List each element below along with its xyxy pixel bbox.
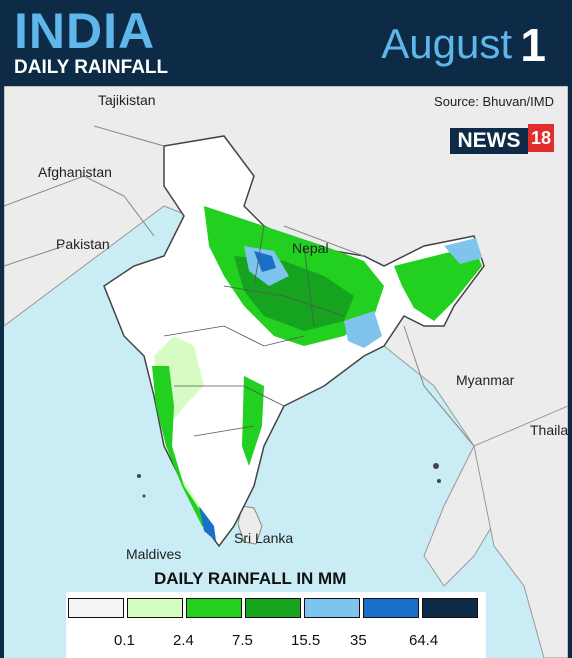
rainfall-northeast-blue [444,238,482,264]
logo-number: 18 [528,124,554,152]
label-maldives: Maldives [126,546,182,562]
label-tajikistan: Tajikistan [98,92,156,108]
legend-tick-5: 35 [350,632,367,649]
legend-swatch-3 [186,598,242,618]
label-pakistan: Pakistan [56,236,110,252]
legend-swatch-2 [127,598,183,618]
country-borders [4,125,475,447]
label-srilanka: Sri Lanka [234,530,294,546]
legend-swatch-1 [68,598,124,618]
legend-tick-3: 7.5 [232,632,253,649]
andaman-islands-2 [437,479,441,483]
rainfall-south-tip [199,506,216,541]
legend-title: DAILY RAINFALL IN MM [154,569,347,588]
legend-tick-1: 0.1 [114,632,135,649]
lakshadweep-islands-2 [142,494,146,498]
map-panel: Source: Bhuvan/IMD NEWS 18 Tajikistan Af… [4,86,568,658]
label-myanmar: Myanmar [456,372,515,388]
rainfall-south-green [242,376,264,466]
andaman-islands [433,463,439,469]
source-text: Source: Bhuvan/IMD [434,94,554,109]
legend-swatch-5 [304,598,360,618]
date-month: August [381,20,512,67]
rainfall-blue [254,251,276,272]
map-drawing [4,86,568,658]
sri-lanka-shape [237,505,263,545]
label-thailand: Thaila [530,422,568,438]
lakshadweep-islands [137,474,141,478]
logo-text: NEWS [450,128,528,154]
legend-swatch-6 [363,598,419,618]
rainfall-blue-east [344,311,382,348]
legend-tick-4: 15.5 [291,632,321,649]
label-afghanistan: Afghanistan [38,164,112,180]
state-boundaries [163,225,345,437]
title: INDIA [14,3,156,59]
label-nepal: Nepal [292,240,329,256]
header: INDIA DAILY RAINFALL August 1 [0,0,572,86]
rainfall-green-west-coast [152,366,214,534]
rainfall-northeast-green [394,246,482,321]
subtitle: DAILY RAINFALL [14,57,169,78]
news18-logo: NEWS 18 [450,124,554,154]
date-day: 1 [520,19,546,71]
southeast-land [473,405,568,658]
legend-tick-2: 2.4 [173,632,194,649]
legend-swatch-4 [245,598,301,618]
legend-swatch-7 [422,598,478,618]
legend-tick-6: 64.4 [409,632,439,649]
